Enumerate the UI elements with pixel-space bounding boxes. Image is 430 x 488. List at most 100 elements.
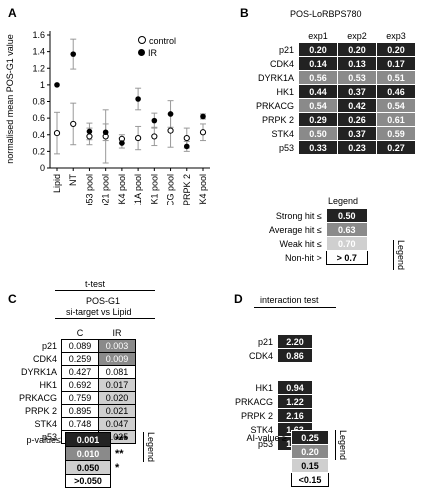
interaction-row-label: HK1 xyxy=(255,382,273,393)
interaction-row-label: PRPK 2 xyxy=(240,410,273,421)
heatmap-cell: 0.14 xyxy=(298,56,339,71)
ttest-row: DYRK1A 0.427 0.081 xyxy=(0,365,136,379)
panel-d-header-rule xyxy=(254,307,336,308)
legend-ir: IR xyxy=(138,48,176,58)
y-tick-label: 1.2 xyxy=(32,63,45,73)
heatmap-row-label: HK1 xyxy=(276,86,295,97)
x-tick-label: HK1 pool xyxy=(149,174,159,205)
panel-c-legend: p-value≤ 0.001 *** 0.010 ** 0.050 * >0.050 Legen… xyxy=(16,432,156,488)
ir-point xyxy=(183,143,190,150)
ttest-row: HK1 0.692 0.017 xyxy=(0,378,136,392)
heatmap-row: DYRK1A 0.56 0.53 0.51 xyxy=(255,70,417,85)
ai-legend-swatch: 0.25 xyxy=(291,430,329,445)
interaction-row-label: CDK4 xyxy=(248,350,273,361)
pvalue-legend-row: 0.010 ** xyxy=(16,446,129,461)
panel-d-header: interaction test xyxy=(260,295,319,305)
interaction-row: CDK4 0.86 xyxy=(230,348,313,363)
x-tick-label: STK4 pool xyxy=(198,174,208,205)
legend-title: Legend xyxy=(328,196,359,206)
ttest-row-label: CDK4 xyxy=(32,354,57,364)
heatmap-cell: 0.13 xyxy=(337,56,378,71)
heatmap-cell: 0.23 xyxy=(337,140,378,155)
panel-c-table: C IR p21 0.089 0.003 CDK4 0.259 0.009 DYRK1A 0.42… xyxy=(0,326,136,444)
pvalue-swatch: 0.001 xyxy=(65,432,111,447)
heatmap-col-header: exp3 xyxy=(386,31,406,41)
heatmap-row-label: STK4 xyxy=(271,128,295,139)
x-tick-label: CDK4 pool xyxy=(117,174,127,205)
y-tick-label: 0 xyxy=(40,163,45,173)
pvalue-swatch: 0.050 xyxy=(65,460,111,475)
ttest-c-value: 0.259 xyxy=(61,352,99,366)
ai-legend-row: 0.15 xyxy=(236,458,329,473)
interaction-row-label: p53 xyxy=(257,438,273,449)
interaction-value: 0.86 xyxy=(277,348,313,363)
y-axis-label: normalised mean POS-G1 value xyxy=(5,34,15,164)
ai-legend-row: 0.20 xyxy=(236,444,329,459)
legend-side-label: Legend xyxy=(393,240,406,271)
legend-control-marker xyxy=(138,36,146,44)
heatmap-cell: 0.59 xyxy=(376,126,417,141)
legend-label: Average hit ≤ xyxy=(269,224,322,235)
pvalue-stars xyxy=(111,475,129,488)
ir-point xyxy=(151,117,158,124)
heatmap-cell: 0.51 xyxy=(376,70,417,85)
pvalue-swatch: 0.010 xyxy=(65,446,111,461)
heatmap-row-label: PRKACG xyxy=(256,100,295,111)
ir-point xyxy=(135,96,141,102)
panel-c-header: t-test xyxy=(85,279,106,289)
x-tick-label: PRKACG pool xyxy=(166,174,176,205)
interaction-value: 2.16 xyxy=(277,408,313,423)
heatmap-cell: 0.37 xyxy=(337,84,378,99)
pvalue-stars: * xyxy=(115,461,120,474)
y-tick-label: 0.8 xyxy=(32,97,45,107)
ttest-table: C IR p21 0.089 0.003 CDK4 0.259 0.009 DYRK1A 0.42… xyxy=(0,326,136,444)
heatmap-row-label: CDK4 xyxy=(270,58,295,69)
ai-legend-row: <0.15 xyxy=(236,472,329,487)
legend-swatch: 0.70 xyxy=(325,236,368,251)
ai-legend-swatch: <0.15 xyxy=(291,472,329,487)
ttest-ir-value: 0.003 xyxy=(98,339,136,353)
x-tick-label: DYRK1A pool xyxy=(133,174,143,205)
ttest-row-label: PRPK 2 xyxy=(24,406,57,416)
ir-point xyxy=(119,140,125,146)
y-tick-label: 0.6 xyxy=(32,113,45,123)
legend-a: control IR xyxy=(138,36,176,58)
ttest-header-row: C IR xyxy=(0,326,136,340)
interaction-value: 1.22 xyxy=(277,394,313,409)
panel-d-table-top: p21 2.20 CDK4 0.86 xyxy=(230,334,313,363)
interaction-row-label: PRKACG xyxy=(234,396,273,407)
heatmap-cell: 0.44 xyxy=(298,84,339,99)
ttest-row-label: STK4 xyxy=(34,419,57,429)
control-point xyxy=(70,120,77,128)
control-point xyxy=(167,127,174,134)
y-tick-label: 1.4 xyxy=(32,47,45,57)
control-point xyxy=(135,134,142,142)
ttest-row: CDK4 0.259 0.009 xyxy=(0,352,136,366)
legend-row: Strong hit ≤0.50 xyxy=(268,208,368,223)
panel-c-subtitle1: POS-G1 xyxy=(86,296,121,306)
heatmap-cell: 0.37 xyxy=(337,126,378,141)
ttest-row-label: HK1 xyxy=(39,380,57,390)
interaction-row: HK1 0.94 xyxy=(230,380,313,395)
legend-table: Strong hit ≤0.50 Average hit ≤0.63 Weak hi… xyxy=(268,208,368,265)
panel-d-legend: AI-value ≥ 0.25 0.20 0.15 <0.15 Legend xyxy=(236,430,348,487)
x-tick-label: p53 pool xyxy=(84,174,94,205)
interaction-row: PRKACG 1.22 xyxy=(230,394,313,409)
ttest-c-value: 0.692 xyxy=(61,378,99,392)
ir-point xyxy=(54,82,60,88)
pvalue-swatch: >0.050 xyxy=(65,474,111,488)
ttest-c-value: 0.748 xyxy=(61,417,99,431)
pvalue-legend-label: p-value≤ xyxy=(26,434,61,445)
interaction-row: PRPK 2 2.16 xyxy=(230,408,313,423)
heatmap-col-header: exp2 xyxy=(347,31,367,41)
control-point xyxy=(183,134,190,142)
y-tick-label: 1 xyxy=(40,80,45,90)
ttest-ir-value: 0.009 xyxy=(98,352,136,366)
legend-control: control xyxy=(138,36,176,46)
pvalue-stars: *** xyxy=(115,433,128,446)
ir-point xyxy=(86,128,93,135)
panel-c-subtitle-rule xyxy=(55,318,155,319)
panel-b-heatmap: exp1 exp2 exp3 p21 0.20 0.20 0.20 CDK4 0.14 0.13 0… xyxy=(255,30,417,155)
heatmap-cell: 0.42 xyxy=(337,98,378,113)
panel-d-letter: D xyxy=(234,292,243,306)
